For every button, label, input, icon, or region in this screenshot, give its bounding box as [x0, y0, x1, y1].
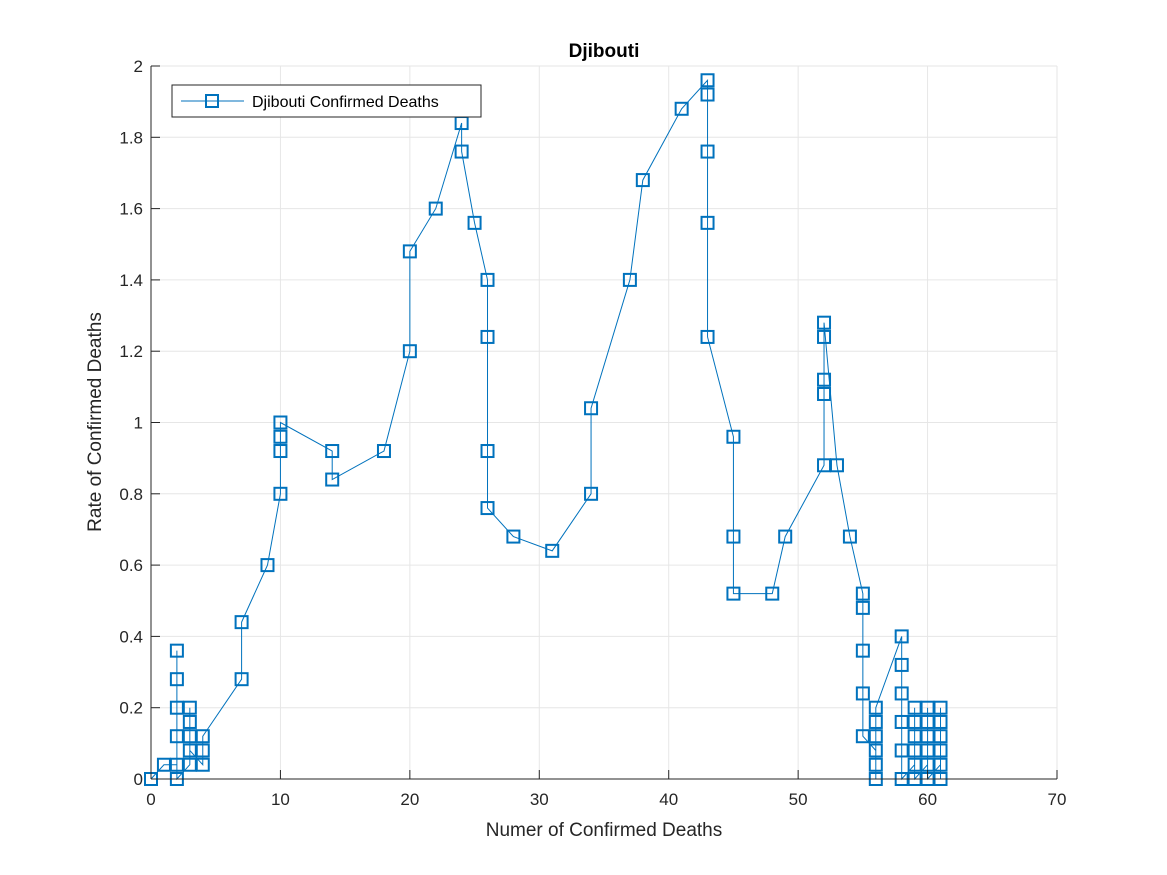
- data-point: [817, 315, 832, 330]
- x-tick-label: 40: [659, 790, 678, 809]
- data-point: [234, 615, 249, 630]
- data-point: [545, 543, 560, 558]
- axes: [150, 65, 1058, 780]
- data-point: [817, 329, 832, 344]
- y-tick-label: 2: [134, 57, 143, 76]
- legend: Djibouti Confirmed Deaths: [171, 84, 482, 118]
- data-point: [842, 529, 857, 544]
- data-point: [467, 215, 482, 230]
- data-point: [700, 87, 715, 102]
- y-tick-label: 0.8: [119, 485, 143, 504]
- data-point: [894, 629, 909, 644]
- data-point: [480, 444, 495, 459]
- y-tick-label: 1: [134, 414, 143, 433]
- data-point: [933, 729, 948, 744]
- x-tick-label: 50: [789, 790, 808, 809]
- tick-labels: 0 10 20 30 40 50 60 70 0 0.2 0.4 0.6 0.8 1 1.2 1.4 1.6 1.…: [119, 57, 1066, 809]
- data-point: [273, 486, 288, 501]
- data-point: [933, 757, 948, 772]
- x-axis-label: Numer of Confirmed Deaths: [486, 820, 723, 841]
- data-point: [195, 757, 210, 772]
- y-tick-label: 1.6: [119, 200, 143, 219]
- y-tick-label: 0: [134, 770, 143, 789]
- data-point: [868, 757, 883, 772]
- legend-marker: [205, 94, 219, 108]
- data-point: [635, 173, 650, 188]
- data-point: [868, 714, 883, 729]
- data-point: [700, 215, 715, 230]
- data-point: [182, 700, 197, 715]
- data-point: [325, 444, 340, 459]
- data-point: [273, 415, 288, 430]
- data-point: [868, 700, 883, 715]
- x-tick-label: 20: [400, 790, 419, 809]
- grid: [150, 65, 1058, 780]
- data-point: [674, 101, 689, 116]
- series-line: [150, 78, 942, 781]
- data-point: [894, 686, 909, 701]
- data-point: [817, 386, 832, 401]
- data-point: [778, 529, 793, 544]
- data-point: [700, 329, 715, 344]
- data-point: [402, 344, 417, 359]
- x-tick-label: 70: [1048, 790, 1067, 809]
- data-point: [868, 729, 883, 744]
- data-point: [584, 486, 599, 501]
- data-point: [700, 144, 715, 159]
- y-tick-label: 0.4: [119, 627, 143, 646]
- data-point: [700, 73, 715, 88]
- data-point: [894, 657, 909, 672]
- data-point: [273, 429, 288, 444]
- data-point: [169, 643, 184, 658]
- data-point: [273, 444, 288, 459]
- data-point: [765, 586, 780, 601]
- y-tick-label: 1.8: [119, 128, 143, 147]
- data-point: [260, 558, 275, 573]
- data-point: [182, 714, 197, 729]
- data-point: [817, 372, 832, 387]
- x-tick-label: 30: [530, 790, 549, 809]
- y-tick-label: 1.2: [119, 342, 143, 361]
- data-point: [506, 529, 521, 544]
- x-tick-label: 60: [918, 790, 937, 809]
- data-point: [855, 686, 870, 701]
- data-point: [454, 144, 469, 159]
- data-point: [726, 429, 741, 444]
- data-point: [584, 401, 599, 416]
- x-tick-label: 0: [146, 790, 155, 809]
- data-point: [855, 643, 870, 658]
- data-point: [933, 743, 948, 758]
- data-point: [325, 472, 340, 487]
- y-tick-label: 0.2: [119, 699, 143, 718]
- data-point: [480, 329, 495, 344]
- legend-label: Djibouti Confirmed Deaths: [252, 94, 439, 111]
- data-point: [376, 444, 391, 459]
- x-tick-label: 10: [271, 790, 290, 809]
- data-point: [829, 458, 844, 473]
- data-point: [480, 501, 495, 516]
- y-axis-label: Rate of Confirmed Deaths: [85, 312, 106, 532]
- chart-title: Djibouti: [569, 41, 640, 62]
- data-point: [195, 729, 210, 744]
- data-point: [855, 600, 870, 615]
- data-point: [402, 244, 417, 259]
- data-point: [726, 529, 741, 544]
- data-point: [622, 272, 637, 287]
- data-point: [933, 714, 948, 729]
- data-point: [169, 672, 184, 687]
- y-tick-label: 0.6: [119, 556, 143, 575]
- data-point: [195, 743, 210, 758]
- data-point: [933, 700, 948, 715]
- data-point: [726, 586, 741, 601]
- y-tick-label: 1.4: [119, 271, 143, 290]
- data-point: [855, 586, 870, 601]
- data-point: [868, 743, 883, 758]
- data-point: [428, 201, 443, 216]
- data-point: [234, 672, 249, 687]
- data-point: [480, 272, 495, 287]
